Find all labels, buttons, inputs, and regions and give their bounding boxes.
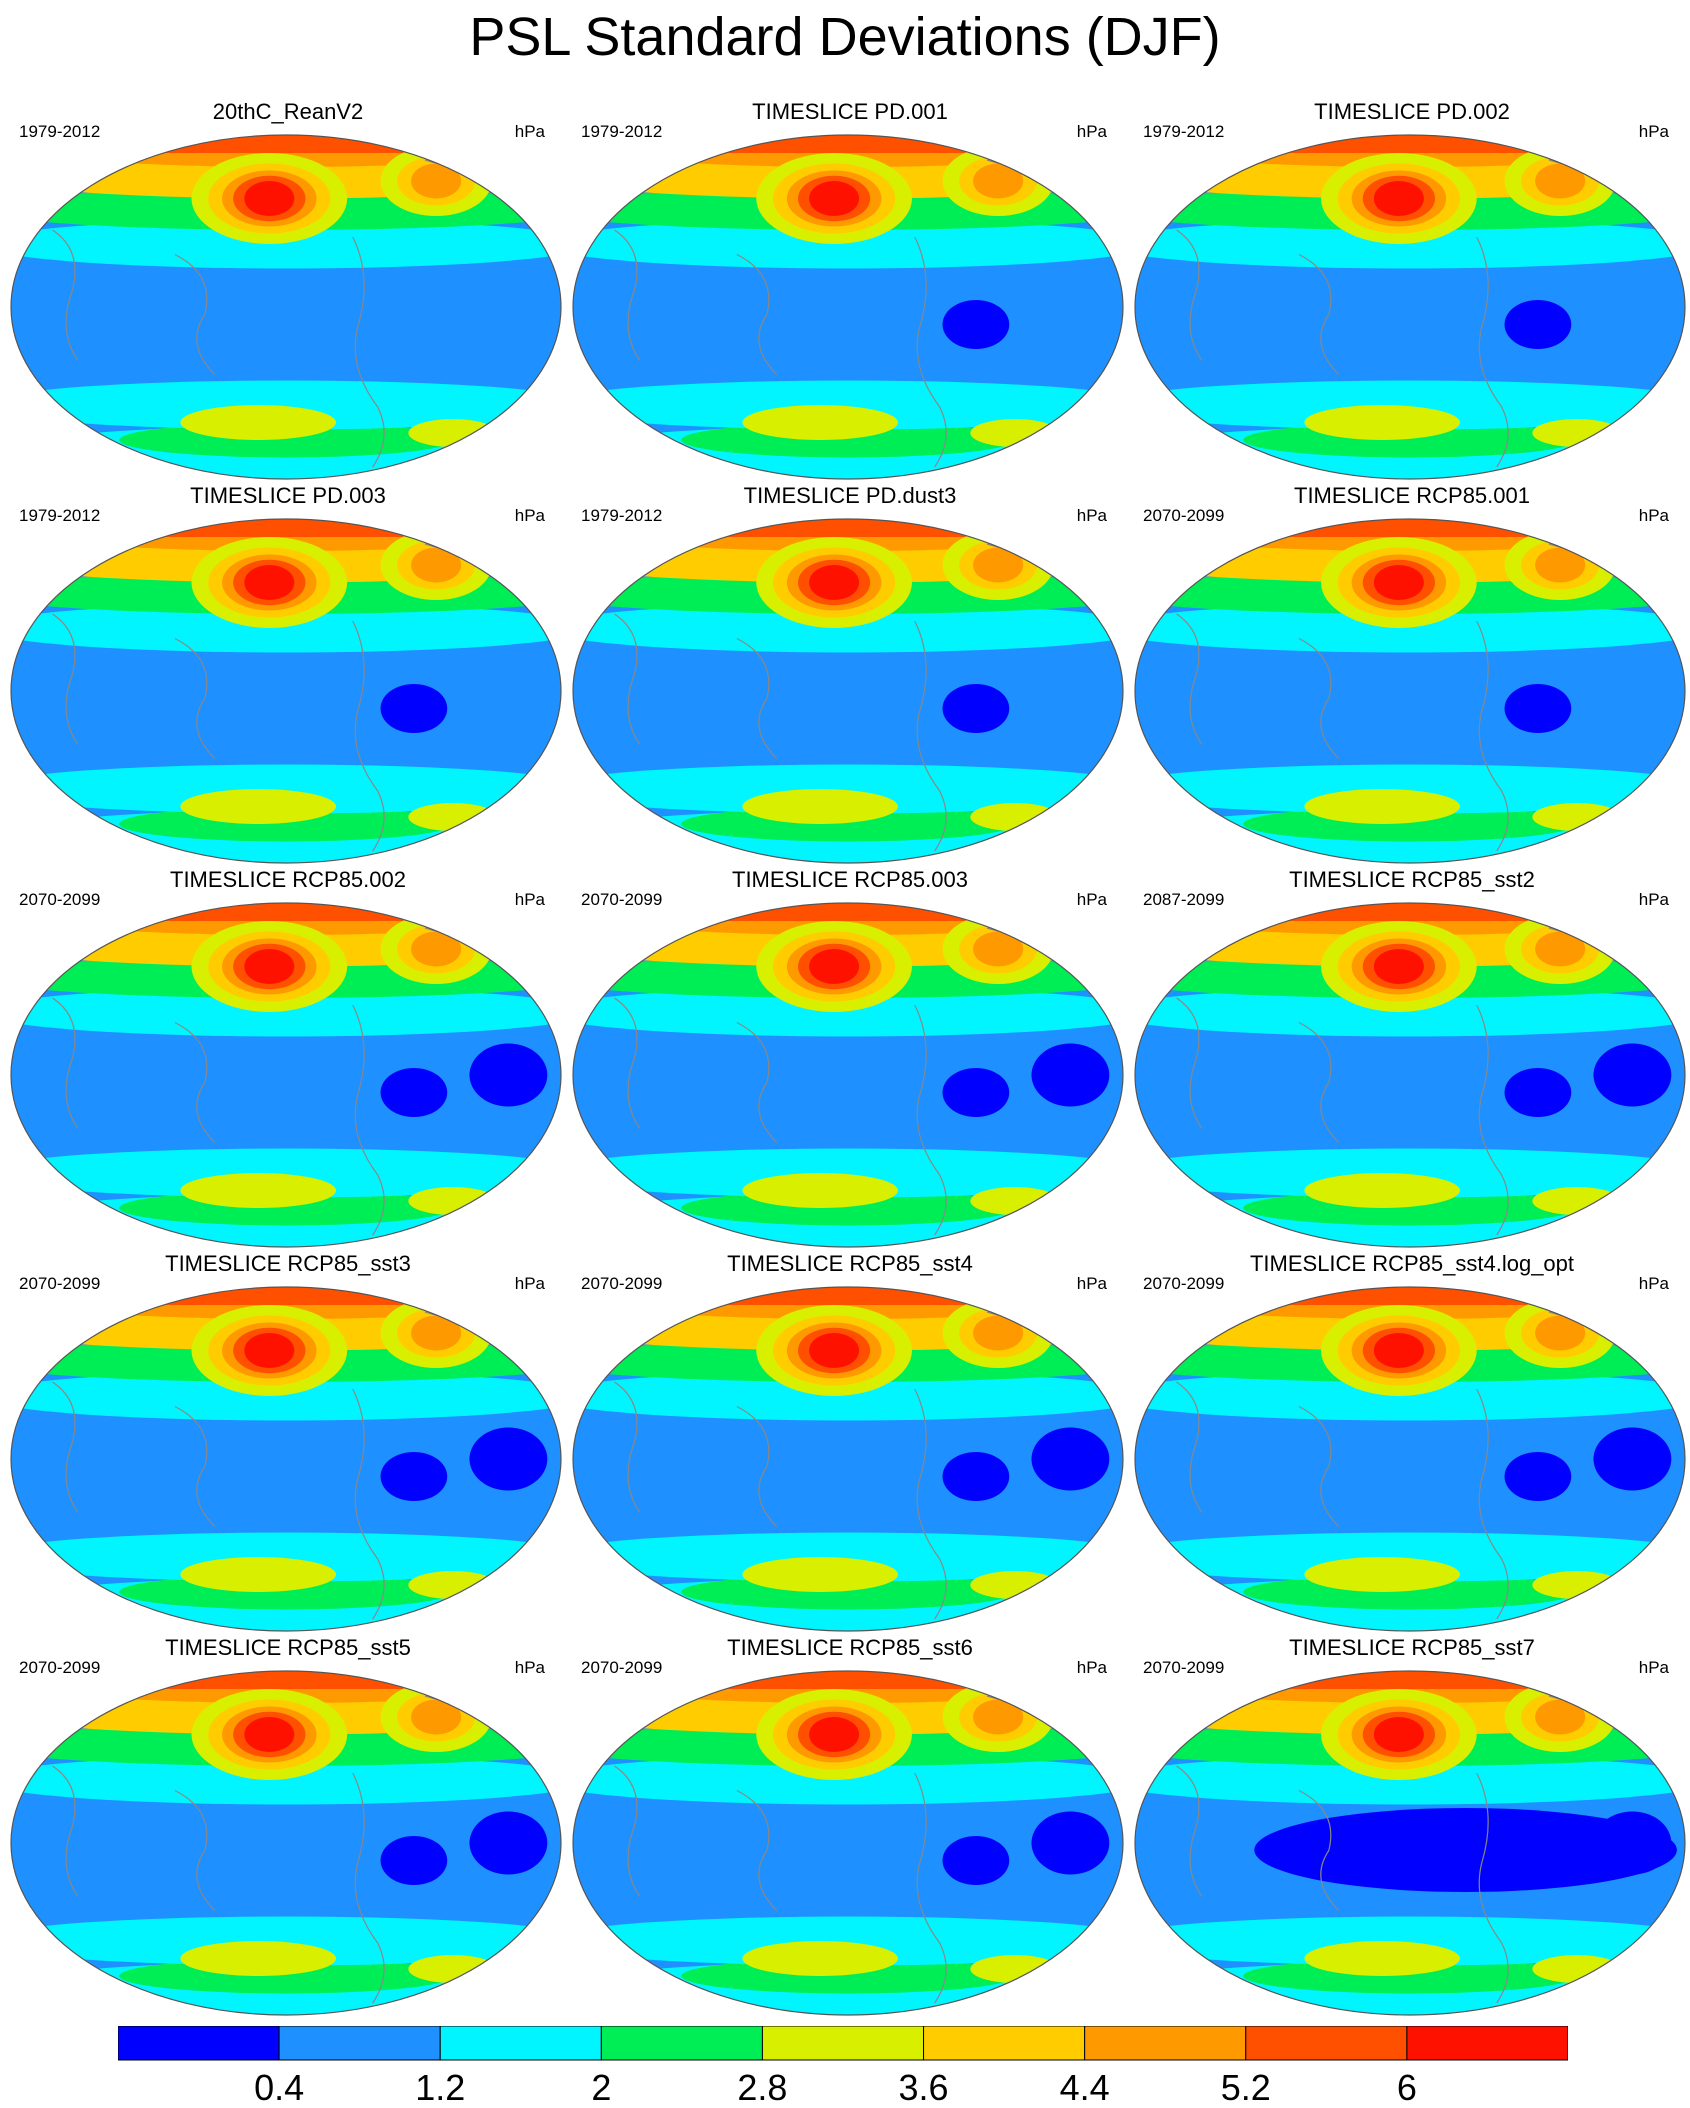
panel-units: hPa bbox=[514, 506, 545, 525]
panel-title: TIMESLICE PD.dust3 bbox=[743, 483, 957, 508]
panel-title: TIMESLICE PD.003 bbox=[190, 483, 386, 508]
contour-map bbox=[572, 134, 1124, 480]
contour-map bbox=[10, 134, 562, 480]
contour-map bbox=[1134, 518, 1686, 864]
colorbar-swatch bbox=[1245, 2026, 1408, 2061]
colorbar-label: 3.6 bbox=[898, 2067, 949, 2108]
panel-period: 1979-2012 bbox=[19, 122, 101, 141]
panel-period: 2070-2099 bbox=[19, 1274, 101, 1293]
panel-period: 2070-2099 bbox=[19, 1658, 101, 1677]
panel-units: hPa bbox=[1076, 1658, 1107, 1677]
colorbar bbox=[118, 2026, 1568, 2061]
panel-title: TIMESLICE RCP85_sst3 bbox=[165, 1251, 411, 1276]
contour-map bbox=[1134, 134, 1686, 480]
panel-units: hPa bbox=[1638, 1658, 1669, 1677]
panel-period: 1979-2012 bbox=[1143, 122, 1225, 141]
panel-period: 2070-2099 bbox=[581, 1658, 663, 1677]
panel-units: hPa bbox=[1076, 506, 1107, 525]
panel-title: TIMESLICE RCP85_sst6 bbox=[727, 1635, 973, 1660]
colorbar-label: 4.4 bbox=[1059, 2067, 1110, 2108]
contour-map bbox=[1134, 902, 1686, 1248]
panel-period: 2070-2099 bbox=[1143, 506, 1225, 525]
contour-map bbox=[10, 518, 562, 864]
panel-units: hPa bbox=[1076, 1274, 1107, 1293]
panel-units: hPa bbox=[514, 1274, 545, 1293]
panel-period: 1979-2012 bbox=[581, 122, 663, 141]
map-panel: 20thC_ReanV2 1979-2012 hPa bbox=[8, 98, 568, 482]
colorbar-label: 1.2 bbox=[415, 2067, 466, 2108]
map-panel: TIMESLICE RCP85.002 2070-2099 hPa bbox=[8, 866, 568, 1250]
panel-period: 2070-2099 bbox=[1143, 1658, 1225, 1677]
contour-map bbox=[10, 1670, 562, 2016]
map-panel: TIMESLICE RCP85.003 2070-2099 hPa bbox=[570, 866, 1130, 1250]
map-panel: TIMESLICE RCP85_sst5 2070-2099 hPa bbox=[8, 1634, 568, 2018]
panel-period: 1979-2012 bbox=[581, 506, 663, 525]
panel-title: TIMESLICE PD.001 bbox=[752, 99, 948, 124]
map-panel: TIMESLICE PD.001 1979-2012 hPa bbox=[570, 98, 1130, 482]
colorbar-swatch bbox=[923, 2026, 1086, 2061]
colorbar-swatch bbox=[600, 2026, 763, 2061]
panel-title: TIMESLICE RCP85.001 bbox=[1294, 483, 1530, 508]
map-panel: TIMESLICE RCP85_sst6 2070-2099 hPa bbox=[570, 1634, 1130, 2018]
colorbar-swatch bbox=[118, 2026, 280, 2061]
map-panel: TIMESLICE RCP85.001 2070-2099 hPa bbox=[1132, 482, 1690, 866]
panel-period: 2070-2099 bbox=[581, 890, 663, 909]
contour-map bbox=[572, 1286, 1124, 1632]
colorbar-swatch bbox=[278, 2026, 441, 2061]
panel-units: hPa bbox=[514, 122, 545, 141]
map-panel: TIMESLICE PD.002 1979-2012 hPa bbox=[1132, 98, 1690, 482]
panel-period: 2070-2099 bbox=[19, 890, 101, 909]
panel-title: TIMESLICE RCP85.002 bbox=[170, 867, 406, 892]
panel-units: hPa bbox=[514, 890, 545, 909]
panel-title: TIMESLICE PD.002 bbox=[1314, 99, 1510, 124]
panel-units: hPa bbox=[514, 1658, 545, 1677]
panel-units: hPa bbox=[1638, 122, 1669, 141]
panel-title: TIMESLICE RCP85_sst2 bbox=[1289, 867, 1535, 892]
panel-period: 2070-2099 bbox=[1143, 1274, 1225, 1293]
map-panel: TIMESLICE RCP85_sst4.log_opt 2070-2099 hPa bbox=[1132, 1250, 1690, 1634]
contour-map bbox=[10, 902, 562, 1248]
contour-map bbox=[572, 518, 1124, 864]
panel-period: 2087-2099 bbox=[1143, 890, 1225, 909]
panel-title: TIMESLICE RCP85_sst5 bbox=[165, 1635, 411, 1660]
colorbar-swatch bbox=[1406, 2026, 1568, 2061]
panel-units: hPa bbox=[1076, 890, 1107, 909]
colorbar-swatch bbox=[1084, 2026, 1247, 2061]
map-panel: TIMESLICE RCP85_sst3 2070-2099 hPa bbox=[8, 1250, 568, 1634]
map-panel: TIMESLICE RCP85_sst7 2070-2099 hPa bbox=[1132, 1634, 1690, 2018]
panel-period: 2070-2099 bbox=[581, 1274, 663, 1293]
map-panel: TIMESLICE PD.dust3 1979-2012 hPa bbox=[570, 482, 1130, 866]
colorbar-label: 6 bbox=[1396, 2067, 1417, 2108]
contour-map bbox=[572, 1670, 1124, 2016]
contour-map bbox=[572, 902, 1124, 1248]
panel-title: TIMESLICE RCP85_sst7 bbox=[1289, 1635, 1535, 1660]
colorbar-label: 2.8 bbox=[737, 2067, 788, 2108]
contour-map bbox=[1134, 1670, 1686, 2016]
colorbar-label: 5.2 bbox=[1220, 2067, 1271, 2108]
colorbar-swatch bbox=[439, 2026, 602, 2061]
panel-period: 1979-2012 bbox=[19, 506, 101, 525]
figure-title: PSL Standard Deviations (DJF) bbox=[469, 7, 1221, 67]
panel-title: TIMESLICE RCP85_sst4.log_opt bbox=[1249, 1251, 1575, 1276]
map-panel: TIMESLICE RCP85_sst4 2070-2099 hPa bbox=[570, 1250, 1130, 1634]
colorbar-swatch bbox=[761, 2026, 925, 2061]
panel-title: TIMESLICE RCP85.003 bbox=[732, 867, 968, 892]
colorbar-label: 2 bbox=[591, 2067, 612, 2108]
colorbar-label: 0.4 bbox=[254, 2067, 305, 2108]
panel-units: hPa bbox=[1638, 506, 1669, 525]
panel-units: hPa bbox=[1638, 890, 1669, 909]
contour-map bbox=[1134, 1286, 1686, 1632]
panel-title: TIMESLICE RCP85_sst4 bbox=[727, 1251, 973, 1276]
contour-map bbox=[10, 1286, 562, 1632]
map-panel: TIMESLICE RCP85_sst2 2087-2099 hPa bbox=[1132, 866, 1690, 1250]
map-panel: TIMESLICE PD.003 1979-2012 hPa bbox=[8, 482, 568, 866]
panel-units: hPa bbox=[1638, 1274, 1669, 1293]
panel-units: hPa bbox=[1076, 122, 1107, 141]
panel-title: 20thC_ReanV2 bbox=[212, 99, 364, 124]
